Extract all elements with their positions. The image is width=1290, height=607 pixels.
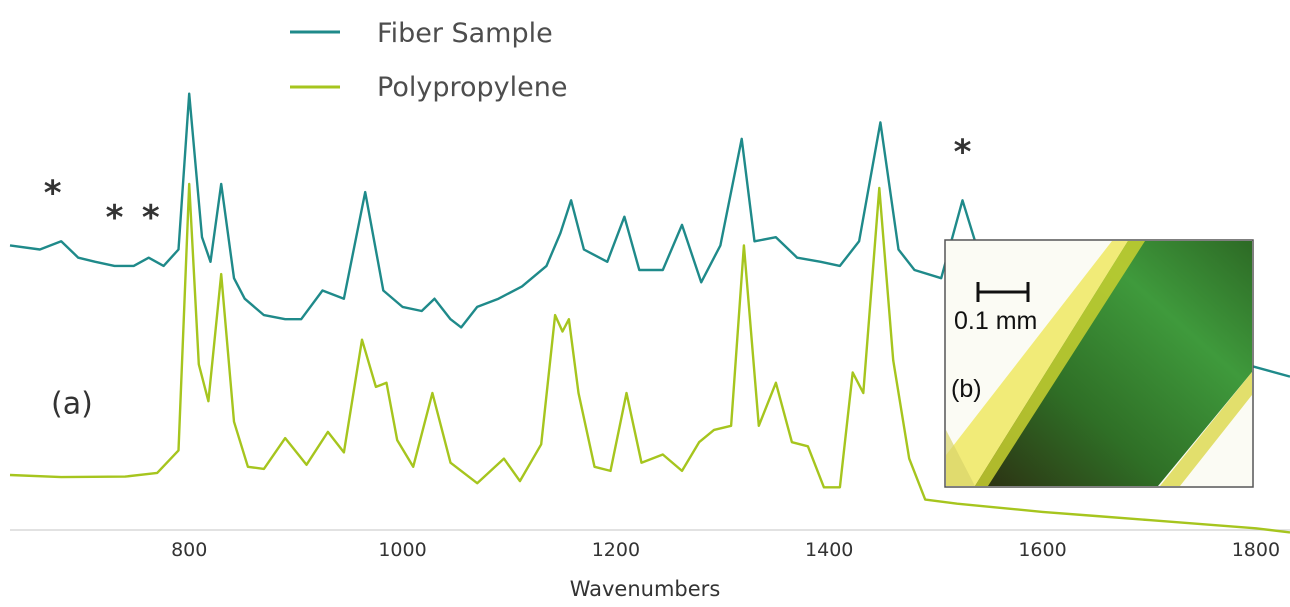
inset-micrograph: 0.1 mm (b) xyxy=(944,239,1254,488)
scale-bar-label: 0.1 mm xyxy=(954,307,1037,335)
legend-label-fiber: Fiber Sample xyxy=(377,18,553,49)
inset-panel-label: (b) xyxy=(951,375,982,403)
asterisk-marker: * xyxy=(44,173,62,213)
asterisk-marker: * xyxy=(954,132,972,172)
x-axis-title: Wavenumbers xyxy=(570,577,721,601)
x-tick-label: 1400 xyxy=(805,539,853,561)
x-tick-label: 1800 xyxy=(1232,539,1280,561)
series-layer xyxy=(9,92,1290,534)
fiber-image xyxy=(946,241,1252,486)
legend-label-polypropylene: Polypropylene xyxy=(377,72,567,103)
x-tick-labels: 800 1000 1200 1400 1600 1800 xyxy=(171,539,1280,561)
x-tick-label: 1600 xyxy=(1018,539,1066,561)
x-tick-label: 800 xyxy=(171,539,207,561)
asterisk-marker: * xyxy=(106,198,124,238)
x-tick-label: 1000 xyxy=(378,539,426,561)
annotations: * * * * (a) xyxy=(44,132,972,421)
series-line-polypropylene xyxy=(9,182,1290,534)
panel-label-a: (a) xyxy=(51,387,93,422)
legend: Fiber Sample Polypropylene xyxy=(290,18,567,103)
x-tick-label: 1200 xyxy=(592,539,640,561)
asterisk-marker: * xyxy=(142,198,160,238)
series-line-fiber-sample xyxy=(9,92,1290,378)
